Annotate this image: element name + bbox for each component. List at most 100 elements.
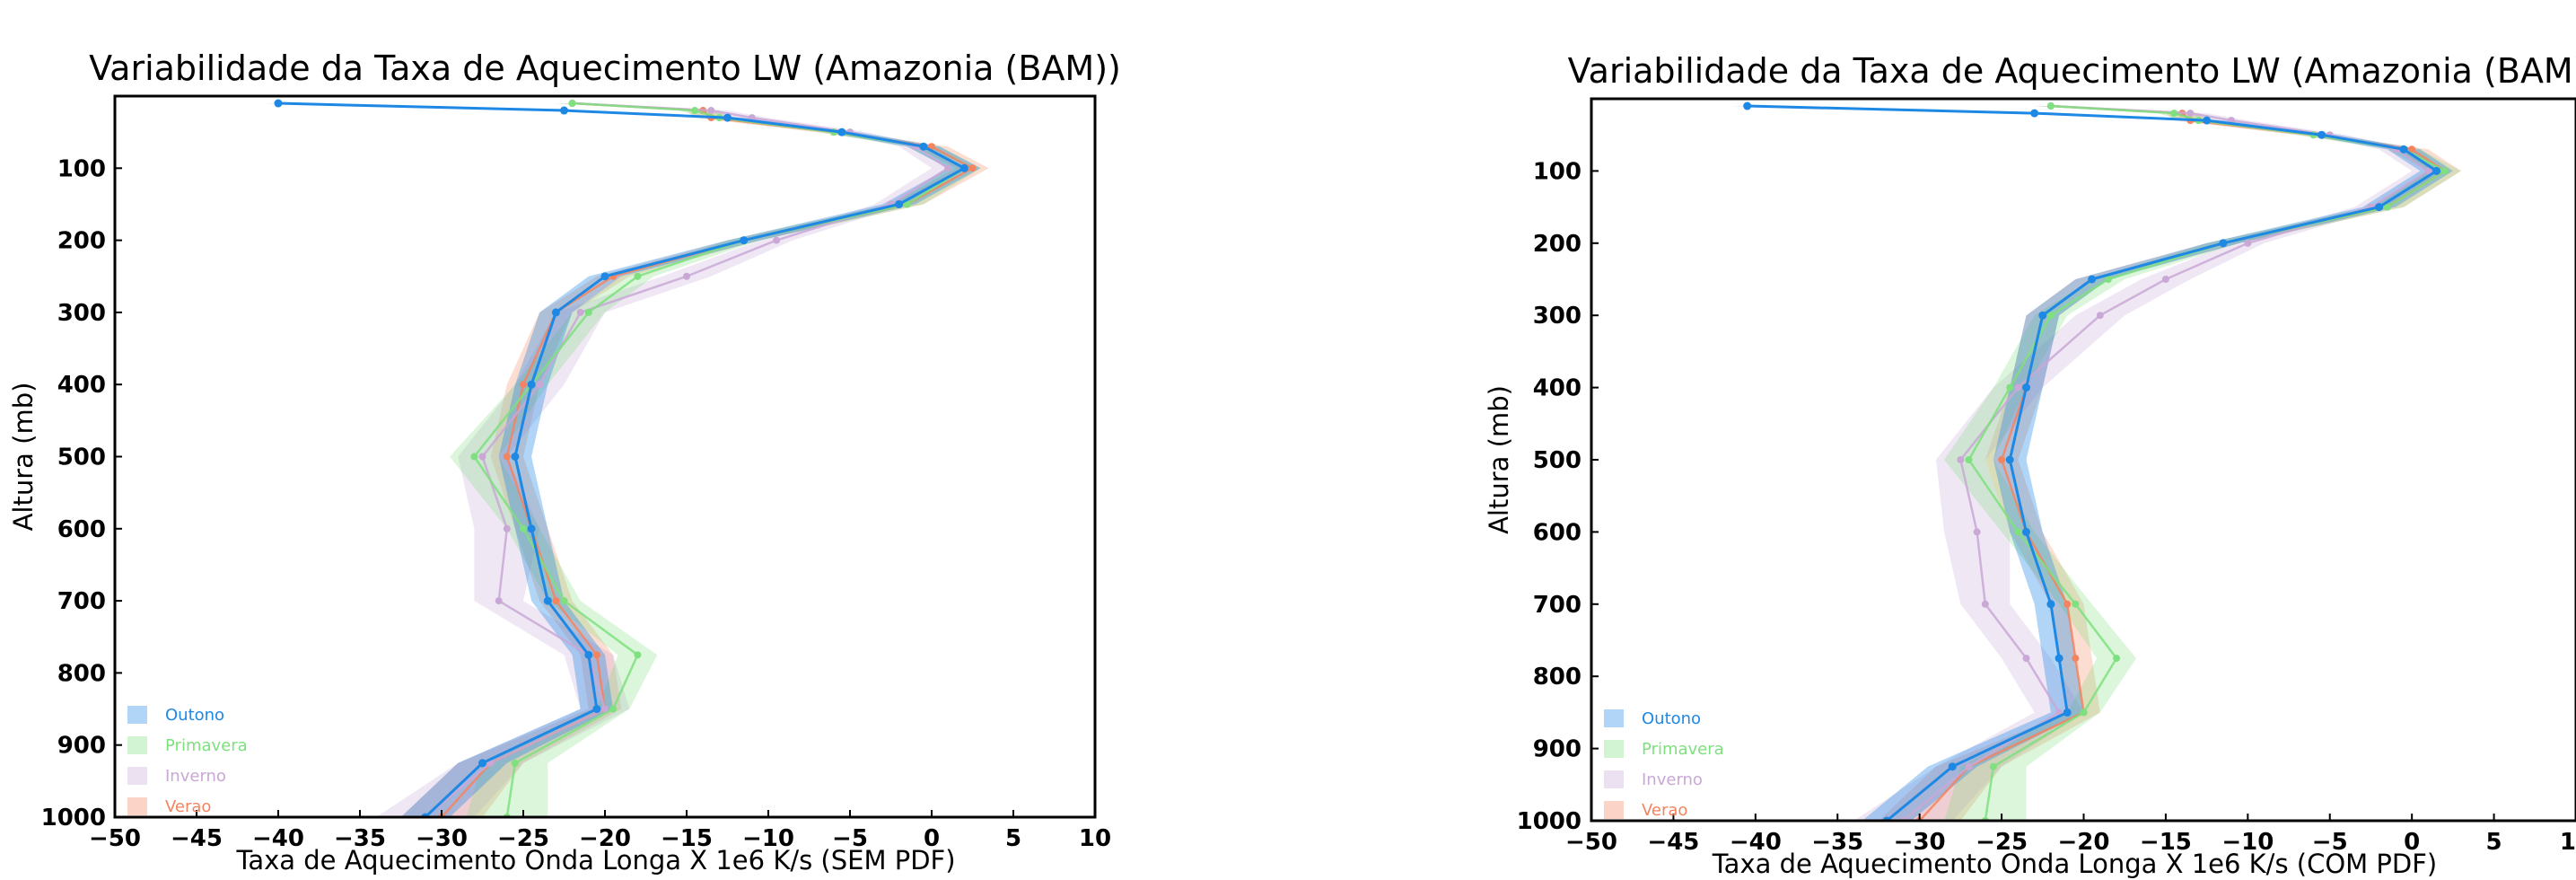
data-point-inverno	[2161, 276, 2169, 283]
data-point-primavera	[2046, 312, 2055, 320]
data-point-inverno	[576, 308, 584, 316]
data-point-verao	[1998, 456, 2006, 463]
data-point-outono	[2432, 166, 2441, 175]
legend-label-outono: Outono	[165, 706, 224, 725]
data-point-verao	[968, 164, 977, 172]
data-point-primavera	[2383, 203, 2391, 211]
data-point-primavera	[470, 453, 478, 461]
y-tick-label: 1000	[1517, 808, 1582, 835]
data-point-primavera	[634, 272, 642, 280]
data-point-inverno	[536, 381, 544, 389]
data-point-inverno	[601, 705, 609, 713]
data-point-primavera	[903, 200, 911, 208]
y-tick-label: 500	[57, 444, 106, 471]
y-tick-label: 600	[1533, 519, 1582, 546]
data-point-outono	[2046, 600, 2055, 609]
data-point-inverno	[683, 272, 690, 280]
data-point-outono	[527, 380, 536, 389]
data-point-outono	[2022, 527, 2031, 536]
data-point-primavera	[2113, 655, 2121, 663]
data-point-verao	[552, 597, 560, 605]
data-point-inverno	[1973, 528, 1981, 536]
data-point-primavera	[634, 651, 642, 659]
data-point-outono	[2219, 239, 2228, 248]
x-axis-label: Taxa de Aquecimento Onda Longa X 1e6 K/s…	[235, 845, 955, 876]
data-point-outono	[1948, 762, 1957, 771]
y-tick-label: 700	[57, 588, 106, 615]
chart-panel-1: Variabilidade da Taxa de Aquecimento LW …	[8, 48, 1121, 876]
legend: Outono Primavera Inverno Verao	[1604, 709, 1724, 820]
series-band-verao	[400, 103, 989, 817]
y-axis-label: Altura (mb)	[8, 383, 39, 532]
data-point-outono	[274, 99, 283, 108]
data-point-outono	[919, 142, 928, 151]
series-band-primavera	[450, 103, 981, 817]
y-tick-label: 600	[57, 516, 106, 543]
chart-panel-2: Variabilidade da Taxa de Aquecimento LW …	[1484, 51, 2576, 879]
data-point-outono	[543, 596, 552, 605]
data-point-outono	[584, 650, 593, 659]
data-point-verao	[928, 143, 935, 151]
y-tick-label: 300	[57, 300, 106, 327]
x-tick-label: 10	[1079, 825, 1111, 852]
y-tick-label: 900	[57, 733, 106, 760]
data-point-primavera	[2006, 383, 2014, 392]
data-point-outono	[2318, 130, 2326, 139]
data-point-outono	[740, 236, 749, 245]
legend-label-primavera: Primavera	[165, 736, 248, 755]
x-tick-label: −50	[89, 825, 141, 852]
data-point-inverno	[1957, 456, 1965, 463]
legend-swatch-verao	[127, 797, 147, 815]
data-point-outono	[837, 128, 846, 136]
legend: Outono Primavera Inverno Verao	[127, 706, 248, 816]
data-point-inverno	[944, 164, 952, 172]
x-tick-label: −40	[1730, 829, 1782, 856]
data-point-primavera	[560, 597, 568, 605]
data-point-outono	[723, 113, 732, 122]
y-tick-label: 400	[57, 372, 106, 399]
y-tick-label: 100	[1533, 158, 1582, 185]
x-tick-label: −15	[661, 825, 713, 852]
data-point-outono	[2088, 275, 2097, 284]
data-point-outono	[478, 759, 486, 768]
data-point-outono	[1743, 101, 1752, 110]
data-point-inverno	[2424, 167, 2432, 175]
data-point-outono	[592, 705, 601, 714]
y-tick-label: 100	[57, 155, 106, 182]
data-point-primavera	[691, 107, 699, 115]
data-point-inverno	[503, 524, 511, 532]
data-point-primavera	[609, 705, 618, 713]
data-point-inverno	[1965, 762, 1973, 770]
x-tick-label: −35	[334, 825, 386, 852]
data-point-primavera	[2440, 167, 2449, 175]
legend-label-primavera: Primavera	[1642, 740, 1724, 759]
data-point-inverno	[773, 236, 781, 244]
legend-swatch-inverno	[127, 767, 147, 785]
data-point-outono	[2038, 311, 2047, 320]
y-tick-label: 200	[57, 228, 106, 255]
data-point-outono	[2375, 203, 2384, 212]
data-point-primavera	[2080, 708, 2088, 717]
data-point-inverno	[495, 597, 503, 605]
series-line-outono	[1747, 104, 2440, 821]
data-point-outono	[551, 308, 560, 317]
data-point-verao	[2072, 655, 2080, 663]
data-point-inverno	[478, 453, 486, 461]
x-tick-label: −20	[579, 825, 631, 852]
y-tick-label: 300	[1533, 303, 1582, 330]
data-point-primavera	[2072, 600, 2080, 608]
x-tick-label: −25	[1976, 829, 2028, 856]
legend-label-inverno: Inverno	[165, 767, 226, 786]
y-tick-label: 1000	[41, 805, 106, 832]
data-point-outono	[2030, 109, 2039, 118]
legend-swatch-primavera	[1604, 740, 1624, 758]
y-tick-label: 800	[57, 660, 106, 687]
data-point-outono	[511, 453, 520, 461]
data-point-primavera	[584, 308, 592, 316]
data-point-inverno	[2096, 312, 2104, 320]
y-axis-label: Altura (mb)	[1484, 385, 1514, 534]
x-tick-label: −5	[2312, 829, 2348, 856]
series-band-inverno	[376, 103, 965, 817]
data-point-verao	[592, 651, 600, 659]
legend-swatch-primavera	[127, 736, 147, 754]
